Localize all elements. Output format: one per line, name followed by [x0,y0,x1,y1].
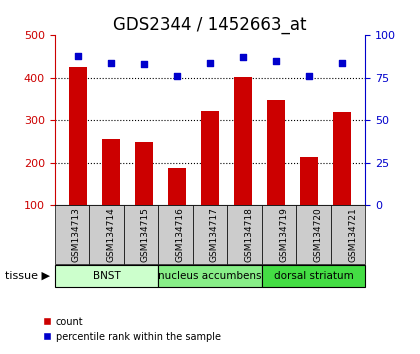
Bar [123,205,158,264]
Point [108,60,114,65]
Text: GSM134719: GSM134719 [279,207,288,262]
Text: GSM134718: GSM134718 [244,207,254,262]
Point [339,60,346,65]
Bar [267,101,285,248]
Point [240,55,247,60]
Bar [55,265,158,287]
Bar [331,205,365,264]
Title: GDS2344 / 1452663_at: GDS2344 / 1452663_at [113,16,307,34]
Bar [102,139,120,248]
Point [74,53,81,59]
Text: GSM134713: GSM134713 [72,207,81,262]
Bar [227,205,262,264]
Bar [193,205,227,264]
Text: nucleus accumbens: nucleus accumbens [158,271,262,281]
Bar [168,168,186,248]
Text: GSM134715: GSM134715 [141,207,150,262]
Bar [158,205,193,264]
Point [273,58,279,64]
Bar [89,205,123,264]
Text: GSM134717: GSM134717 [210,207,219,262]
Point [207,60,213,65]
Text: tissue ▶: tissue ▶ [5,271,50,281]
Text: GSM134720: GSM134720 [314,207,323,262]
Point [306,73,312,79]
Text: GSM134714: GSM134714 [106,207,116,262]
Text: GSM134721: GSM134721 [348,207,357,262]
Legend: count, percentile rank within the sample: count, percentile rank within the sample [39,313,225,346]
Bar [297,205,331,264]
Point [173,73,180,79]
Bar [201,110,219,248]
Point [141,62,147,67]
Bar [69,67,87,248]
Text: dorsal striatum: dorsal striatum [274,271,354,281]
Bar [333,112,351,248]
Bar [262,265,365,287]
Bar [234,78,252,248]
Bar [300,157,318,248]
Text: GSM134716: GSM134716 [176,207,184,262]
Bar [55,205,89,264]
Bar [158,265,262,287]
Bar [135,142,153,248]
Bar [262,205,297,264]
Text: BNST: BNST [92,271,120,281]
